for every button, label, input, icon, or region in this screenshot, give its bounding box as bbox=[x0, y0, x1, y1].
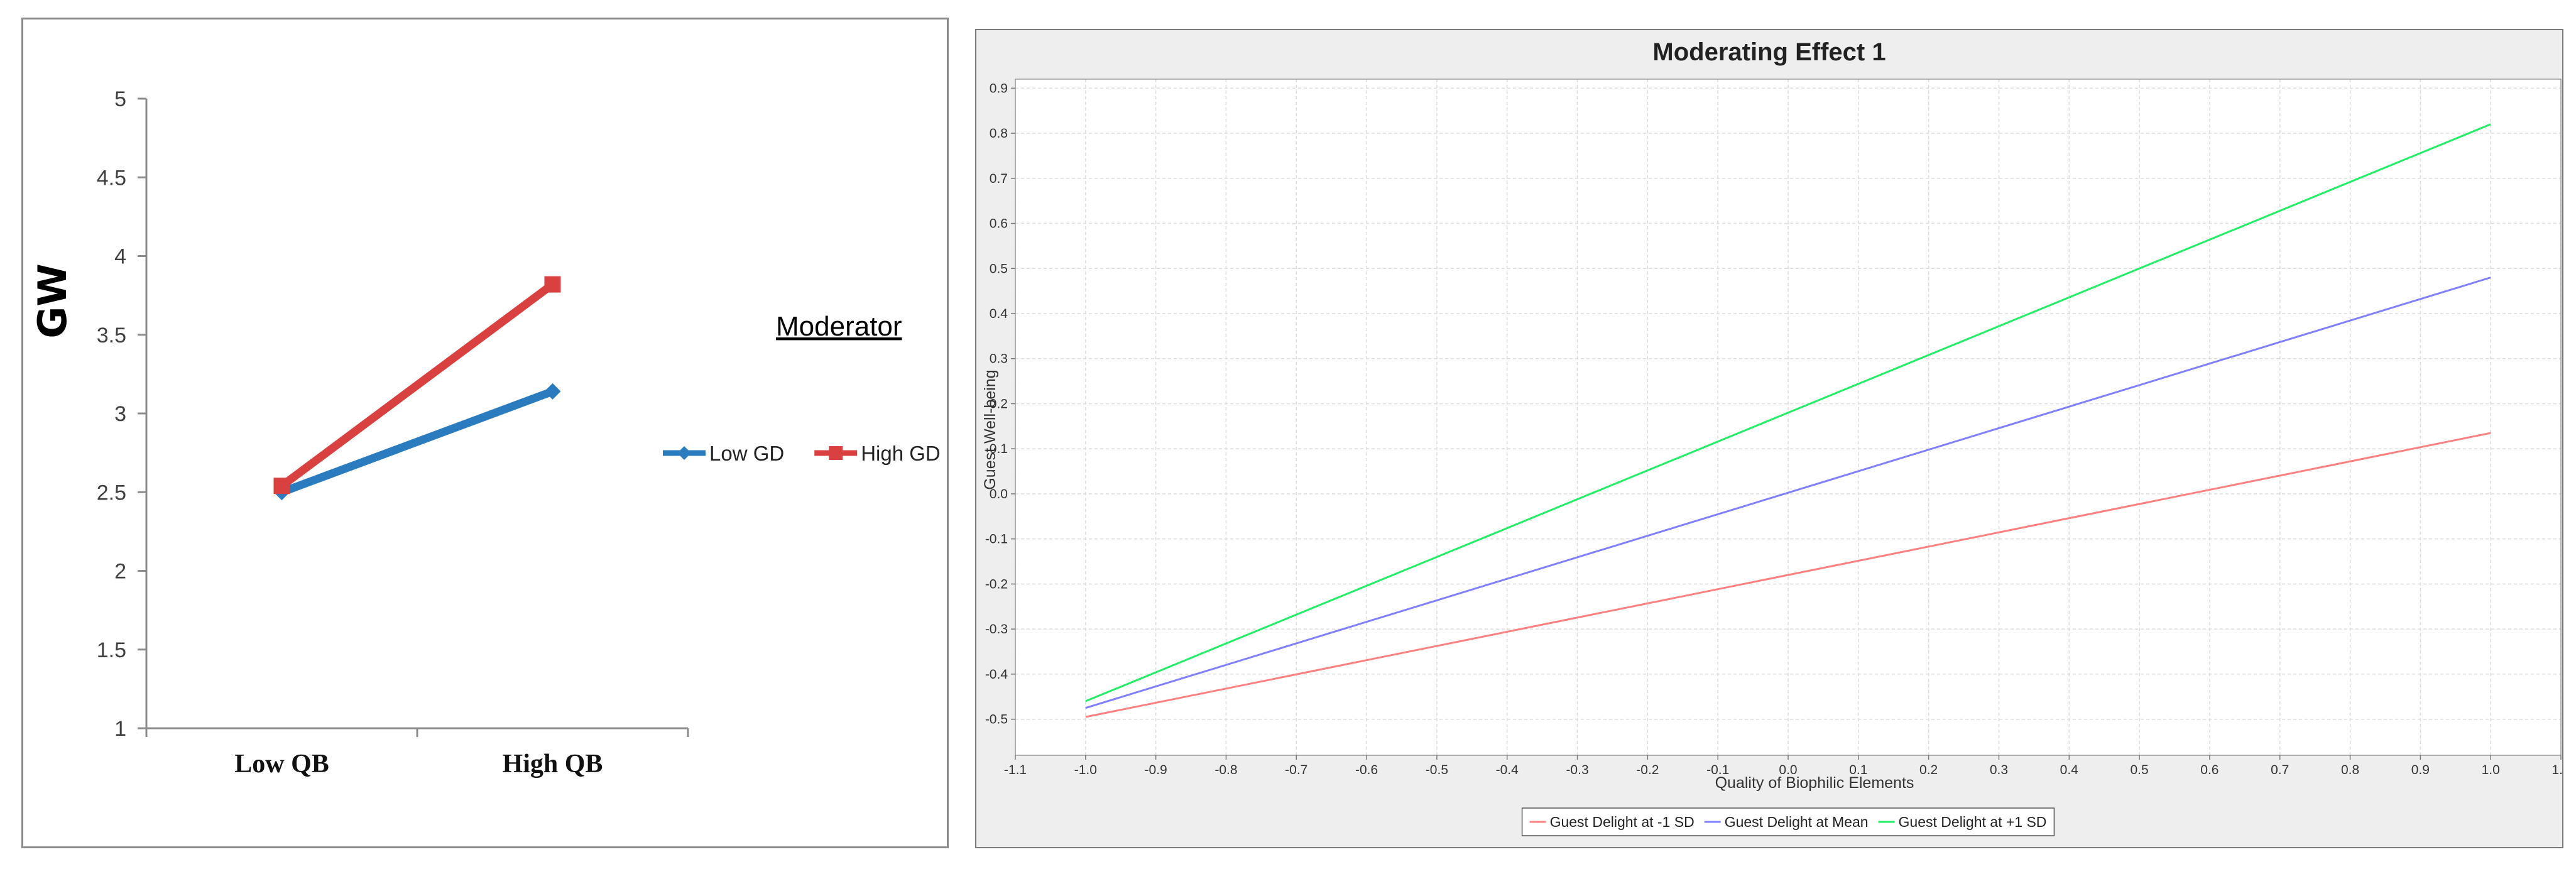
chart-1-y-tick-label: 1.5 bbox=[97, 638, 126, 662]
chart-2-y-tick-label: 0.0 bbox=[990, 487, 1008, 501]
chart-1-y-tick-label: 2.5 bbox=[97, 481, 126, 505]
chart-1-svg: 1 1.5 2 2.5 3 3.5 4 4.5 5 Low QB High QB GW Modera… bbox=[30, 87, 941, 779]
chart-2-y-axis-label: Guest Well-being bbox=[981, 369, 999, 489]
chart-1-legend-title: Moderator bbox=[776, 311, 902, 342]
chart-2-y-tick-label: 0.1 bbox=[990, 442, 1008, 456]
chart-1-series-high-gd bbox=[273, 276, 561, 495]
chart-2-x-tick-label: 0.9 bbox=[2411, 763, 2430, 777]
chart-1-legend: Low GD High GD bbox=[663, 442, 941, 465]
chart-2-y-tick-label: 0.7 bbox=[990, 172, 1008, 186]
chart-2-x-tick-label: 0.8 bbox=[2341, 763, 2359, 777]
chart-1-legend-item: High GD bbox=[814, 442, 941, 465]
chart-2-x-tick-label: 0.3 bbox=[1990, 763, 2008, 777]
chart-2-y-tick-label: 0.5 bbox=[990, 261, 1008, 276]
chart-1-point bbox=[544, 276, 561, 293]
chart-2-legend-label: Guest Delight at +1 SD bbox=[1899, 814, 2047, 830]
chart-1-series-line bbox=[279, 281, 555, 489]
chart-2-x-tick-label: -0.3 bbox=[1566, 763, 1588, 777]
chart-1-legend-label: High GD bbox=[861, 442, 941, 465]
chart-1-legend-label: Low GD bbox=[709, 442, 784, 465]
chart-2-y-tick-label: -0.3 bbox=[985, 622, 1008, 637]
chart-1-point bbox=[677, 446, 691, 460]
chart-1-y-tick-label: 3.5 bbox=[97, 324, 126, 347]
chart-2-y-tick-label: 0.2 bbox=[990, 396, 1008, 411]
chart-2-x-tick-label: 0.2 bbox=[1919, 763, 1938, 777]
chart-2-series-line bbox=[1085, 276, 2491, 709]
chart-2-legend-item: Guest Delight at -1 SD bbox=[1529, 814, 1695, 830]
chart-2-x-tick-label: 1.1 bbox=[2551, 763, 2562, 777]
chart-2-y-tick-label: 0.6 bbox=[990, 217, 1008, 231]
chart-2-svg: Moderating Effect 1 -1.1 -1.0 -0.9 -0.8 -0.7… bbox=[981, 38, 2562, 836]
chart-2-legend-box bbox=[1521, 807, 2055, 836]
chart-2-x-tick-label: 0.5 bbox=[2130, 763, 2148, 777]
chart-2-y-tick-label: -0.4 bbox=[985, 667, 1008, 682]
chart-2-panel: Moderating Effect 1 -1.1 -1.0 -0.9 -0.8 -0.7… bbox=[975, 29, 2563, 848]
chart-2-x-tick-label: -0.4 bbox=[1496, 763, 1519, 777]
chart-2-legend-item: Guest Delight at Mean bbox=[1704, 814, 1869, 830]
chart-1-point bbox=[829, 446, 843, 460]
chart-1-x-tick-label: Low QB bbox=[234, 750, 329, 779]
chart-2-y-tick-label: -0.1 bbox=[985, 532, 1008, 547]
chart-1-y-tick-label: 1 bbox=[114, 717, 126, 741]
chart-1-series-line bbox=[280, 387, 554, 496]
chart-2-y-tick-label: 0.8 bbox=[990, 126, 1008, 141]
chart-2-legend: Guest Delight at -1 SD Guest Delight at M… bbox=[1521, 807, 2055, 836]
chart-2-x-tick-label: -0.2 bbox=[1636, 763, 1659, 777]
chart-2-x-tick-label: 1.0 bbox=[2482, 763, 2500, 777]
chart-2-x-tick-label: -0.8 bbox=[1214, 763, 1237, 777]
chart-1-series-low-gd bbox=[273, 383, 561, 501]
chart-2-legend-item: Guest Delight at +1 SD bbox=[1878, 814, 2047, 830]
chart-2-x-tick-label: -1.0 bbox=[1074, 763, 1097, 777]
chart-1-y-tick-label: 5 bbox=[114, 87, 126, 111]
chart-2-legend-label: Guest Delight at -1 SD bbox=[1550, 814, 1695, 830]
chart-2-x-tick-label: -0.6 bbox=[1355, 763, 1378, 777]
chart-1-y-tick-label: 3 bbox=[114, 402, 126, 426]
chart-2-x-tick-label: 0.0 bbox=[1779, 763, 1797, 777]
chart-2-x-tick-label: 0.6 bbox=[2200, 763, 2219, 777]
chart-2-y-tick-label: 0.4 bbox=[990, 307, 1008, 321]
chart-2-x-tick-label: 0.4 bbox=[2060, 763, 2079, 777]
chart-2-y-tick-label: -0.5 bbox=[985, 713, 1008, 727]
chart-1-panel: 1 1.5 2 2.5 3 3.5 4 4.5 5 Low QB High QB GW Modera… bbox=[21, 18, 949, 848]
chart-1-point bbox=[273, 478, 290, 495]
chart-2-x-tick-label: -1.1 bbox=[1004, 763, 1027, 777]
chart-2-x-tick-label: -0.9 bbox=[1145, 763, 1167, 777]
chart-2-series-line bbox=[1085, 123, 2491, 702]
chart-1-y-tick-label: 2 bbox=[114, 560, 126, 584]
chart-2-x-tick-label: 0.1 bbox=[1849, 763, 1867, 777]
chart-1-y-tick-label: 4 bbox=[114, 245, 126, 269]
chart-2-x-tick-label: -0.7 bbox=[1285, 763, 1307, 777]
chart-2-y-tick-label: 0.9 bbox=[990, 81, 1008, 96]
chart-1-point bbox=[544, 383, 561, 400]
chart-2-plot-area bbox=[1015, 79, 2561, 755]
chart-2-x-tick-label: 0.7 bbox=[2271, 763, 2289, 777]
chart-1-legend-item: Low GD bbox=[663, 442, 784, 465]
chart-2-x-tick-label: -0.1 bbox=[1706, 763, 1729, 777]
chart-2-legend-label: Guest Delight at Mean bbox=[1725, 814, 1869, 830]
chart-2-y-tick-label: -0.2 bbox=[985, 577, 1008, 591]
chart-2-x-axis-label: Quality of Biophilic Elements bbox=[1715, 774, 1914, 792]
chart-2-y-tick-label: 0.3 bbox=[990, 352, 1008, 366]
chart-1-x-tick-label: High QB bbox=[503, 750, 603, 779]
chart-2-title: Moderating Effect 1 bbox=[1652, 38, 1886, 66]
chart-1-y-axis-label: GW bbox=[30, 263, 75, 338]
chart-2-x-tick-label: -0.5 bbox=[1426, 763, 1448, 777]
chart-2-series-line bbox=[1085, 432, 2491, 718]
chart-1-y-tick-label: 4.5 bbox=[97, 166, 126, 190]
